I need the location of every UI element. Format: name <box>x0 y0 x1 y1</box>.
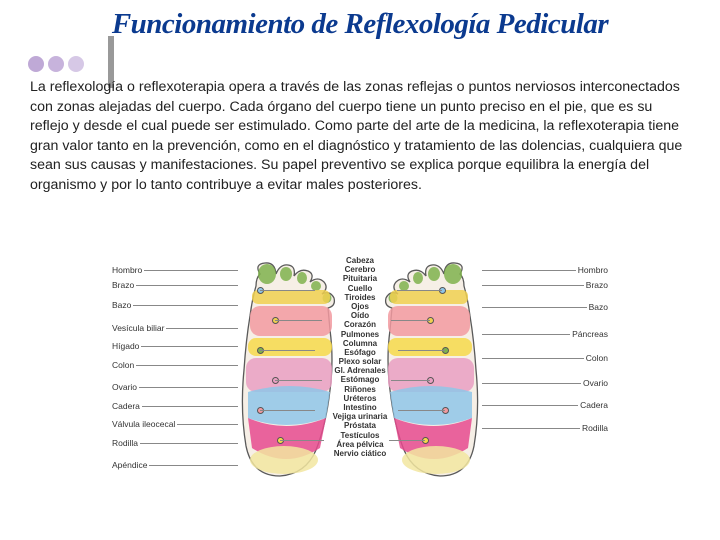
leader-line <box>260 410 315 411</box>
body-paragraph: La reflexología o reflexoterapia opera a… <box>30 78 690 196</box>
leader-line <box>136 285 238 286</box>
center-labels: CabezaCerebroPituitariaCuelloTiroidesOjo… <box>315 256 405 458</box>
leader-line <box>482 383 581 384</box>
side-label: Cadera <box>580 401 608 410</box>
leader-line <box>260 290 315 291</box>
leader-line <box>140 443 238 444</box>
center-label: Pituitaria <box>343 274 377 283</box>
center-label: Columna <box>343 339 377 348</box>
leader-line <box>149 465 238 466</box>
center-label: Corazón <box>344 320 376 329</box>
leader-line <box>397 290 442 291</box>
leader-line <box>177 424 238 425</box>
side-label: Rodilla <box>112 439 138 448</box>
side-label: Rodilla <box>582 424 608 433</box>
leader-line <box>144 270 238 271</box>
center-label: Riñones <box>344 385 376 394</box>
leader-line <box>389 440 425 441</box>
center-label: Plexo solar <box>339 357 382 366</box>
dot-3 <box>68 56 84 72</box>
side-label: Brazo <box>586 281 608 290</box>
leader-line <box>139 387 238 388</box>
decorative-dots <box>28 56 84 72</box>
center-label: Ojos <box>351 302 369 311</box>
leader-line <box>392 320 431 321</box>
center-label: Testículos <box>341 431 380 440</box>
leader-line <box>482 307 587 308</box>
leader-line <box>136 365 238 366</box>
side-label: Bazo <box>589 303 608 312</box>
center-label: Intestino <box>343 403 376 412</box>
leader-line <box>280 440 324 441</box>
side-label: Cadera <box>112 402 140 411</box>
leader-line <box>275 320 322 321</box>
center-label: Nervio ciático <box>334 449 386 458</box>
leader-line <box>275 380 322 381</box>
center-label: Cerebro <box>345 265 376 274</box>
leader-line <box>260 350 315 351</box>
leader-line <box>166 328 238 329</box>
leader-line <box>482 334 570 335</box>
leader-line <box>482 428 580 429</box>
side-label: Válvula ileocecal <box>112 420 175 429</box>
leader-line <box>141 346 238 347</box>
center-label: Uréteros <box>344 394 377 403</box>
side-label: Bazo <box>112 301 131 310</box>
center-label: Gl. Adrenales <box>334 366 385 375</box>
side-label: Páncreas <box>572 330 608 339</box>
dot-2 <box>48 56 64 72</box>
leader-line <box>482 358 584 359</box>
side-label: Ovario <box>112 383 137 392</box>
center-label: Cabeza <box>346 256 374 265</box>
leader-line <box>398 410 445 411</box>
center-label: Tiroides <box>345 293 376 302</box>
side-label: Brazo <box>112 281 134 290</box>
side-label: Ovario <box>583 379 608 388</box>
side-label: Vesícula biliar <box>112 324 164 333</box>
leader-line <box>392 380 431 381</box>
leader-line <box>133 305 238 306</box>
dot-1 <box>28 56 44 72</box>
left-side-labels: Hombro Brazo Bazo Vesícula biliar Hígado Colo… <box>112 266 175 478</box>
center-label: Vejiga urinaria <box>333 412 388 421</box>
leader-line <box>482 405 578 406</box>
side-label: Hombro <box>578 266 608 275</box>
leader-line <box>482 270 576 271</box>
page-title: Funcionamiento de Reflexología Pedicular <box>0 0 720 41</box>
leader-line <box>398 350 445 351</box>
center-label: Pulmones <box>341 330 379 339</box>
side-label: Apéndice <box>112 461 147 470</box>
reflexology-diagram: CabezaCerebroPituitariaCuelloTiroidesOjo… <box>110 250 610 530</box>
center-label: Cuello <box>348 284 372 293</box>
side-label: Colon <box>586 354 608 363</box>
center-label: Oído <box>351 311 369 320</box>
center-label: Estómago <box>341 375 380 384</box>
side-label: Hígado <box>112 342 139 351</box>
center-label: Esófago <box>344 348 376 357</box>
center-label: Próstata <box>344 421 376 430</box>
side-label: Colon <box>112 361 134 370</box>
leader-line <box>142 406 238 407</box>
center-label: Área pélvica <box>336 440 383 449</box>
leader-line <box>482 285 584 286</box>
side-label: Hombro <box>112 266 142 275</box>
